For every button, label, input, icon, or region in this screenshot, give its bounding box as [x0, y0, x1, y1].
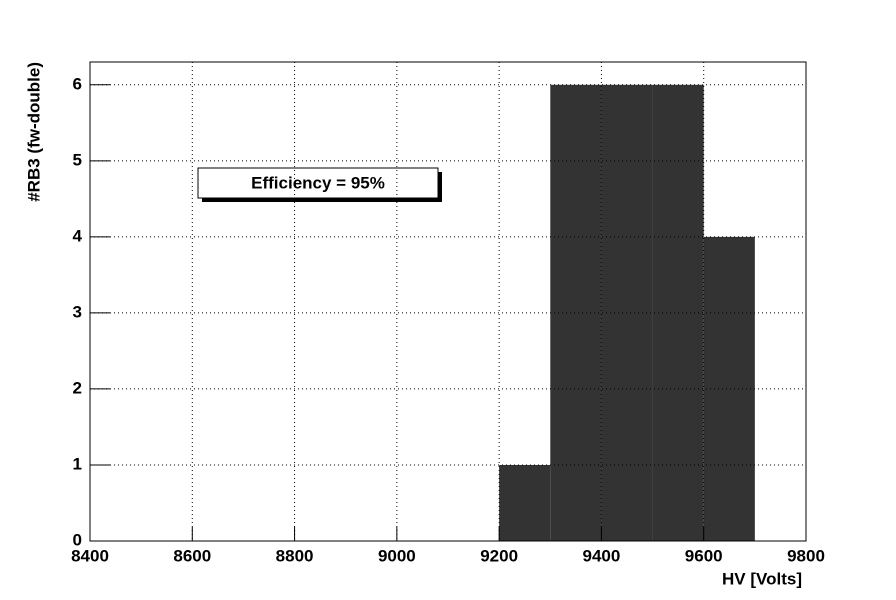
- annotation: Efficiency = 95%: [251, 173, 385, 192]
- frame: [89, 61, 807, 542]
- x-tick-label: 9200: [480, 546, 518, 565]
- x-tick-label: 9800: [787, 546, 825, 565]
- y-axis-label: #RB3 (fw-double): [24, 62, 43, 202]
- y-tick-label: 0: [73, 530, 82, 549]
- x-axis-label: HV [Volts]: [722, 569, 802, 588]
- x-tick-label: 8600: [173, 546, 211, 565]
- bar: [550, 84, 602, 542]
- y-tick-label: 6: [73, 74, 82, 93]
- bar: [499, 464, 551, 541]
- y-tick-label: 5: [73, 150, 82, 169]
- y-tick-label: 4: [73, 226, 83, 245]
- y-tick-label: 1: [73, 454, 82, 473]
- x-tick-label: 9000: [378, 546, 416, 565]
- annotation-box: [197, 167, 439, 199]
- x-tick-label: 8400: [71, 546, 109, 565]
- y-tick-label: 3: [73, 302, 82, 321]
- bar: [703, 236, 755, 541]
- y-tick-label: 2: [73, 378, 82, 397]
- x-tick-label: 9600: [685, 546, 723, 565]
- x-tick-label: 8800: [276, 546, 314, 565]
- x-tick-label: 9400: [583, 546, 621, 565]
